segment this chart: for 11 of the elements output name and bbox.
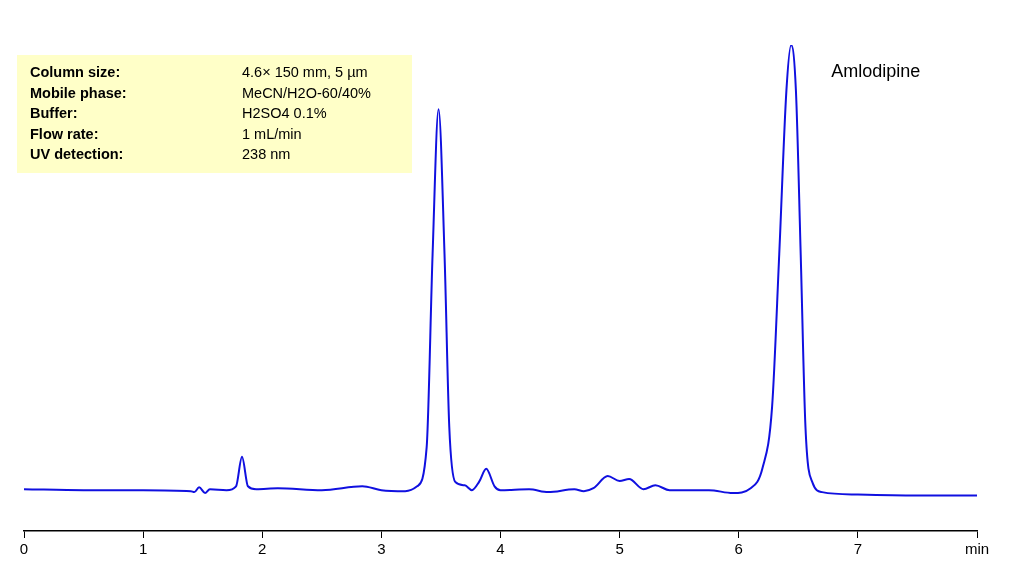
x-tick-label: 6 — [734, 540, 743, 558]
annotation: Amlodipine — [831, 60, 921, 81]
x-tick-label: min — [964, 540, 990, 558]
x-tick-label: 0 — [19, 540, 29, 558]
x-tick-label: 7 — [853, 540, 863, 558]
x-tick-label: 2 — [258, 540, 267, 558]
x-tick-label: 5 — [615, 540, 624, 558]
x-tick-label: 4 — [496, 540, 505, 558]
x-tick-label: 3 — [377, 540, 386, 558]
x-tick-label: 1 — [138, 540, 148, 558]
info-panel: Column size: 4.6× 150 mm, 5 µm Mobile phase: MeCN/H2O-60/40% Buffer: H2SO4 0.1% Flow rate: 1 mL/min UV detection: 238 nm — [17, 55, 412, 173]
